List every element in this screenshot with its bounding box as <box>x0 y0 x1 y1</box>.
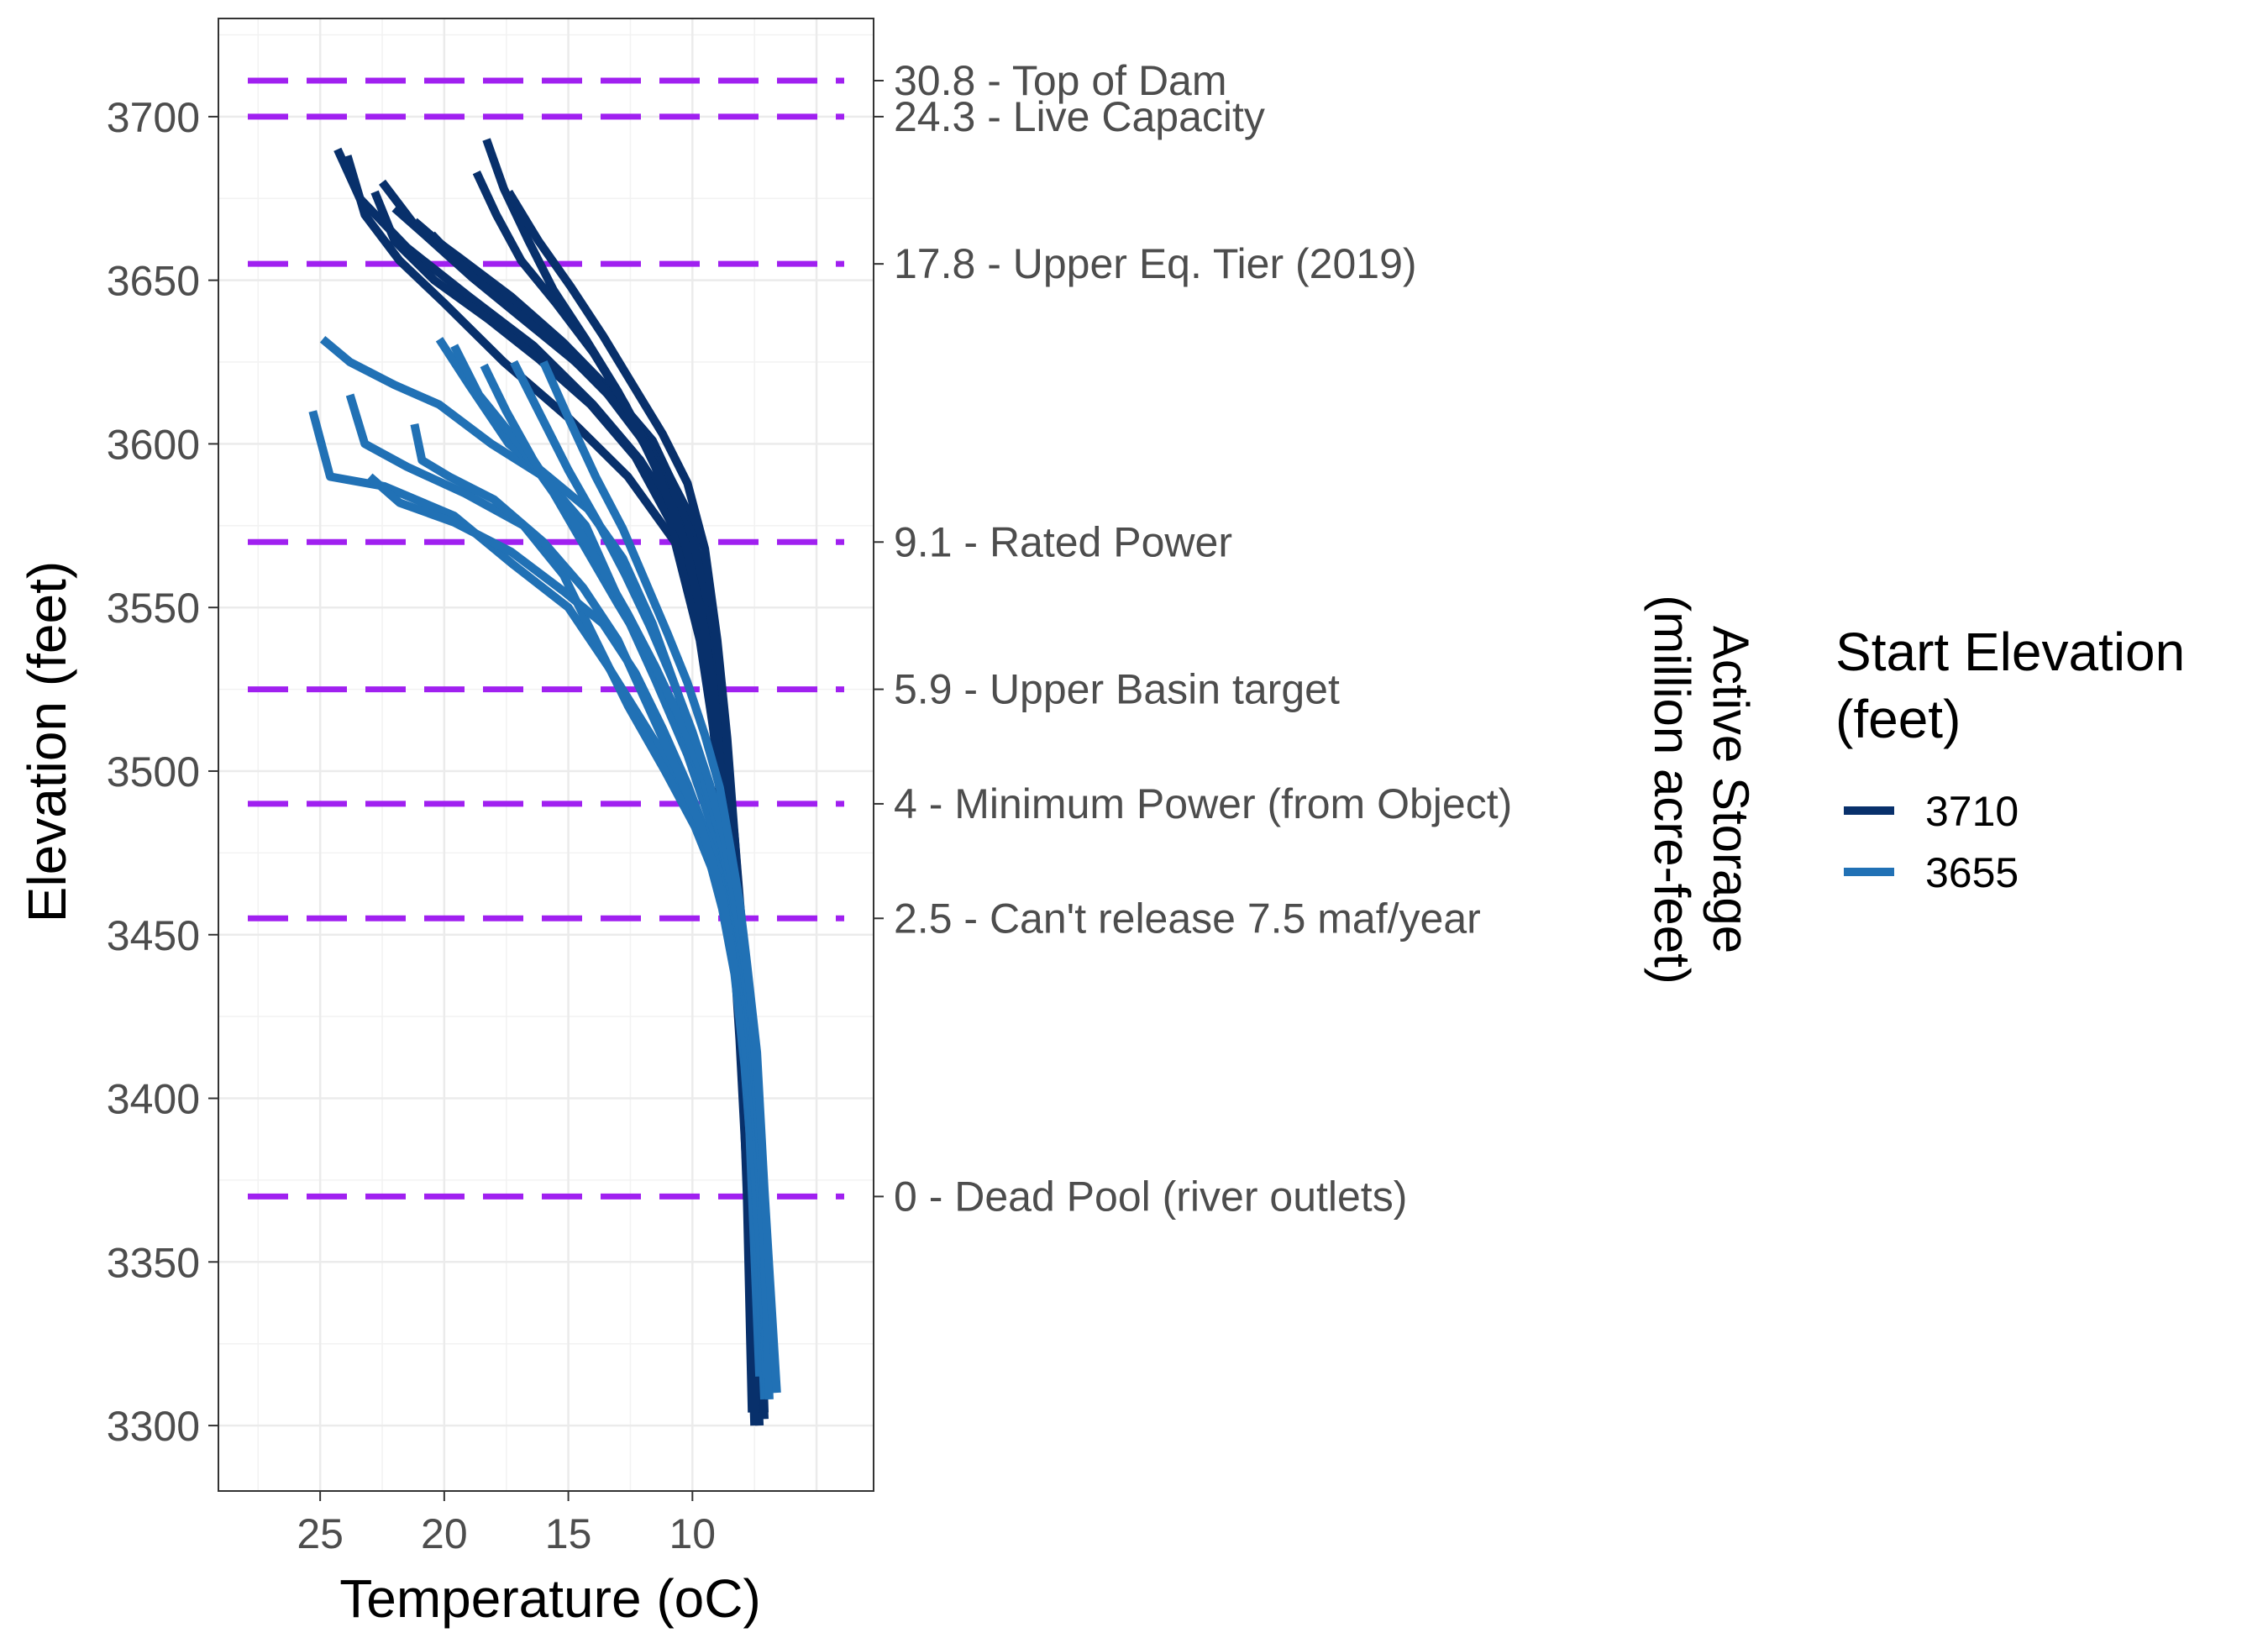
legend-title-line1: Start Elevation <box>1835 622 2185 682</box>
secondary-y-tick-label: 4 - Minimum Power (from Object) <box>894 780 1512 827</box>
plot-panel-border <box>218 18 874 1492</box>
x-tick-label: 15 <box>545 1510 592 1557</box>
y-tick-label: 3350 <box>107 1239 200 1286</box>
x-tick-label: 25 <box>297 1510 344 1557</box>
y-tick-label: 3450 <box>107 912 200 959</box>
legend-label-3655: 3655 <box>1925 849 2019 896</box>
y-tick-label: 3500 <box>107 748 200 795</box>
secondary-y-tick-label: 9.1 - Rated Power <box>894 518 1232 565</box>
secondary-y-tick-label: 17.8 - Upper Eq. Tier (2019) <box>894 240 1417 287</box>
y-axis-title: Elevation (feet) <box>17 561 77 922</box>
series-line-3655 <box>410 423 774 1387</box>
x-tick-label: 10 <box>669 1510 717 1557</box>
x-axis-title: Temperature (oC) <box>339 1568 761 1629</box>
secondary-y-axis-title-line1: Active Storage <box>1703 626 1759 953</box>
secondary-y-tick-label: 24.3 - Live Capacity <box>894 93 1265 140</box>
y-tick-label: 3600 <box>107 421 200 468</box>
legend-title-line2: (feet) <box>1835 689 1961 749</box>
legend-label-3710: 3710 <box>1925 788 2019 835</box>
y-tick-label: 3300 <box>107 1403 200 1450</box>
secondary-y-axis-title-line2: (million acre-feet) <box>1644 595 1700 984</box>
x-axis: 25 20 15 10 <box>297 1491 716 1557</box>
legend: Start Elevation (feet) 3710 3655 <box>1835 622 2185 896</box>
y-tick-label: 3700 <box>107 94 200 141</box>
y-tick-label: 3650 <box>107 258 200 305</box>
x-tick-label: 20 <box>421 1510 468 1557</box>
secondary-y-tick-label: 2.5 - Can't release 7.5 maf/year <box>894 895 1481 942</box>
series-lines <box>308 138 781 1426</box>
secondary-y-tick-label: 5.9 - Upper Basin target <box>894 666 1340 713</box>
y-tick-label: 3550 <box>107 585 200 632</box>
secondary-y-tick-label: 30.8 - Top of Dam <box>894 57 1227 104</box>
series-line-3655 <box>539 360 781 1394</box>
secondary-y-tick-label: 0 - Dead Pool (river outlets) <box>894 1173 1407 1220</box>
y-axis: 3300 3350 3400 3450 3500 3550 3600 3650 3700 <box>107 94 218 1450</box>
y-tick-label: 3400 <box>107 1076 200 1123</box>
